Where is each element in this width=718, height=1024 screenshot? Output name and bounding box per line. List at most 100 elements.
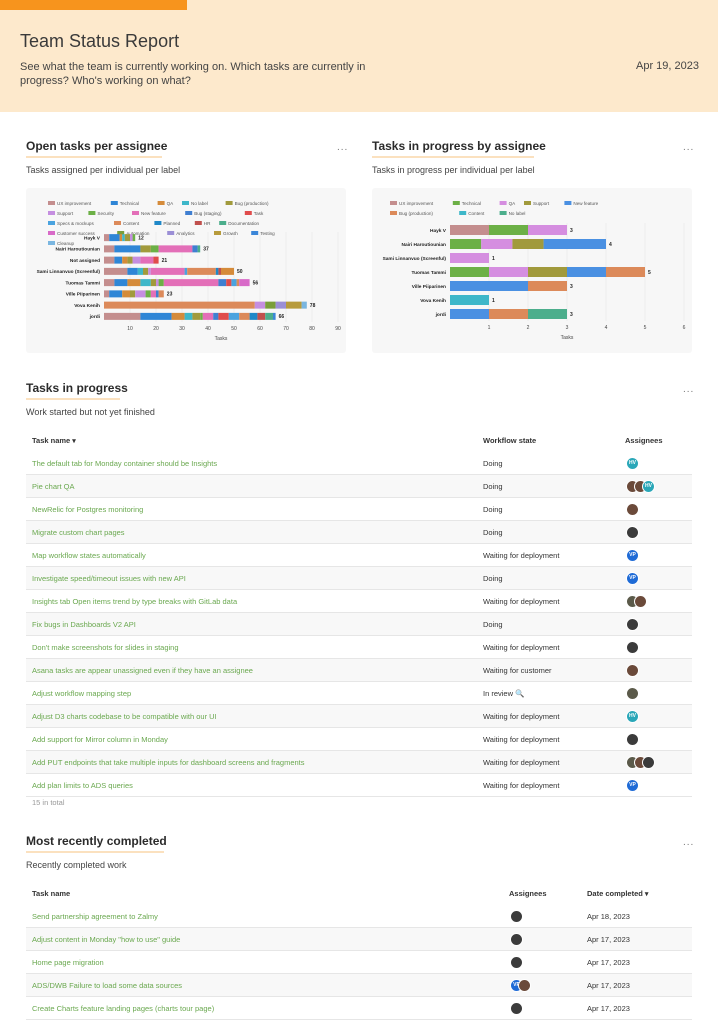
bar-segment: [153, 256, 159, 264]
task-link[interactable]: Don't make screenshots for slides in sta…: [32, 643, 179, 652]
workflow-state: Doing: [483, 574, 503, 583]
avatar[interactable]: VP: [626, 572, 639, 585]
workflow-state: Doing: [483, 505, 503, 514]
in-progress-total: 15 in total: [32, 798, 65, 807]
progress-chart-more-menu[interactable]: ...: [683, 142, 695, 153]
avatar[interactable]: VP: [626, 779, 639, 792]
bar-segment: [104, 301, 255, 309]
bar-segment: [158, 245, 193, 253]
avatar[interactable]: [626, 503, 639, 516]
avatar[interactable]: [510, 1002, 523, 1015]
table-row: Send partnership agreement to Zalmy Apr 1…: [26, 905, 692, 928]
task-link[interactable]: Adjust content in Monday "how to use" gu…: [32, 935, 181, 944]
task-link[interactable]: Adjust D3 charts codebase to be compatib…: [32, 712, 217, 721]
bar-segment: [122, 290, 130, 298]
task-link[interactable]: Asana tasks are appear unassigned even i…: [32, 666, 253, 675]
legend-swatch: [48, 211, 55, 215]
task-link[interactable]: Pie chart QA: [32, 482, 75, 491]
avatar[interactable]: [626, 618, 639, 631]
legend-swatch: [390, 211, 397, 215]
avatar[interactable]: [626, 641, 639, 654]
task-link[interactable]: Insights tab Open items trend by type br…: [32, 597, 238, 606]
legend-label: Automation: [126, 231, 150, 236]
col-completed-task-name[interactable]: Task name: [32, 889, 71, 898]
table-row: Pie chart QA Doing HV: [26, 475, 692, 498]
col-task-name[interactable]: Task name ▾: [32, 436, 76, 445]
table-row: Investigate speed/timeout issues with ne…: [26, 567, 692, 590]
y-tick-label: Tuomas Tammi: [66, 280, 100, 286]
in-progress-more-menu[interactable]: ...: [683, 384, 695, 395]
avatar[interactable]: [518, 979, 531, 992]
legend-label: Technical: [462, 201, 481, 206]
report-date: Apr 19, 2023: [636, 60, 699, 72]
bar-segment: [249, 312, 258, 320]
legend-label: Support: [533, 201, 550, 206]
avatar[interactable]: [626, 733, 639, 746]
col-workflow-state[interactable]: Workflow state: [483, 436, 537, 445]
bar-segment: [512, 239, 544, 249]
open-tasks-more-menu[interactable]: ...: [337, 142, 349, 153]
legend-swatch: [225, 201, 233, 205]
avatar[interactable]: [510, 910, 523, 923]
legend-swatch: [524, 201, 531, 205]
legend-label: QA: [509, 201, 517, 206]
completed-more-menu[interactable]: ...: [683, 837, 695, 848]
progress-chart-title: Tasks in progress by assignee: [372, 139, 546, 153]
task-link[interactable]: The default tab for Monday container sho…: [32, 459, 218, 468]
table-row: Add PUT endpoints that take multiple inp…: [26, 751, 692, 774]
legend-swatch: [48, 241, 55, 245]
task-link[interactable]: Add plan limits to ADS queries: [32, 781, 133, 790]
task-link[interactable]: Migrate custom chart pages: [32, 528, 125, 537]
task-link[interactable]: Adjust workflow mapping step: [32, 689, 132, 698]
task-link[interactable]: Add PUT endpoints that take multiple inp…: [32, 758, 305, 767]
avatar[interactable]: HV: [626, 710, 639, 723]
x-tick-label: 1: [488, 325, 491, 331]
date-completed: Apr 17, 2023: [587, 981, 630, 990]
avatar[interactable]: [510, 933, 523, 946]
avatar[interactable]: HV: [626, 457, 639, 470]
avatar[interactable]: [626, 687, 639, 700]
task-link[interactable]: ADS/DWB Failure to load some data source…: [32, 981, 183, 990]
avatar[interactable]: [510, 956, 523, 969]
workflow-state: In review 🔍: [483, 689, 525, 698]
task-link[interactable]: Fix bugs in Dashboards V2 API: [32, 620, 136, 629]
legend-swatch: [251, 231, 259, 235]
legend-label: Testing: [260, 231, 275, 236]
col-assignees[interactable]: Assignees: [625, 436, 663, 445]
task-link[interactable]: Create Charts feature landing pages (cha…: [32, 1004, 215, 1013]
legend-label: Cleanup: [57, 241, 75, 246]
bar-segment: [130, 234, 133, 242]
task-link[interactable]: Investigate speed/timeout issues with ne…: [32, 574, 186, 583]
col-date-completed[interactable]: Date completed ▾: [587, 889, 649, 898]
bar-segment: [187, 267, 216, 275]
bar-value-label: 23: [167, 292, 173, 298]
legend-label: Support: [57, 211, 74, 216]
legend-label: Task: [254, 211, 264, 216]
avatar[interactable]: [642, 756, 655, 769]
task-link[interactable]: Send partnership agreement to Zalmy: [32, 912, 158, 921]
task-link[interactable]: NewRelic for Postgres monitoring: [32, 505, 144, 514]
bar-segment: [450, 239, 482, 249]
task-link[interactable]: Add support for Mirror column in Monday: [32, 735, 168, 744]
bar-value-label: 4: [609, 242, 612, 248]
y-tick-label: Tuomas Tammi: [412, 270, 446, 276]
legend-swatch: [48, 221, 55, 225]
avatar[interactable]: [626, 526, 639, 539]
bar-segment: [140, 312, 172, 320]
task-link[interactable]: Map workflow states automatically: [32, 551, 146, 560]
bar-value-label: 3: [570, 228, 573, 234]
avatar[interactable]: VP: [626, 549, 639, 562]
legend-label: Planned: [163, 221, 180, 226]
task-link[interactable]: Home page migration: [32, 958, 104, 967]
legend-swatch: [117, 231, 125, 235]
legend-label: Bug (production): [399, 211, 433, 216]
avatar[interactable]: [634, 595, 647, 608]
x-tick-label: 4: [605, 325, 608, 331]
bar-segment: [231, 279, 237, 287]
col-completed-assignees[interactable]: Assignees: [509, 889, 547, 898]
bar-value-label: 56: [253, 280, 259, 286]
bar-segment: [301, 301, 307, 309]
avatar[interactable]: [626, 664, 639, 677]
avatar[interactable]: HV: [642, 480, 655, 493]
bar-segment: [104, 279, 115, 287]
